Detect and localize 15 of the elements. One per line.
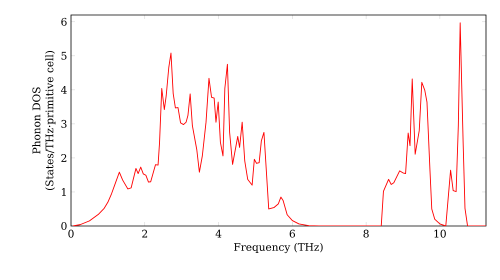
x-axis-title: Frequency (THz) [234,242,323,254]
x-tick-label: 6 [290,230,295,238]
y-tick-label: 2 [61,154,66,162]
y-axis-title: Phonon DOS (States/THz·primitive cell) [32,50,56,190]
y-tick-label: 5 [62,52,66,60]
y-tick-label: 6 [61,18,67,26]
x-tick-label: 0 [68,230,74,238]
y-tick-label: 0 [61,222,67,230]
y-tick-label: 1 [62,188,66,196]
x-tick-label: 4 [216,230,222,238]
y-tick-label: 3 [61,120,67,128]
y-tick-label: 4 [60,86,67,94]
x-tick-label: 2 [142,230,148,238]
x-tick-label: 10 [434,230,446,238]
x-tick-label: 8 [363,230,369,238]
